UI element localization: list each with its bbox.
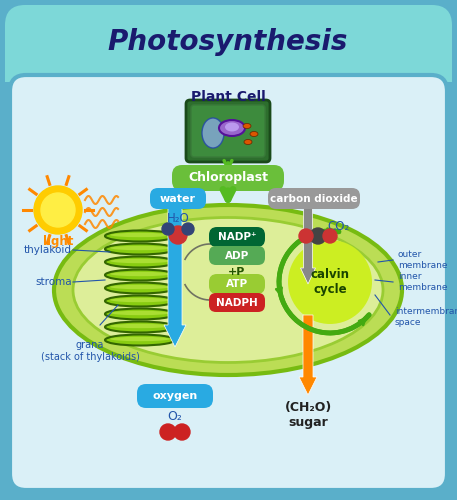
FancyBboxPatch shape <box>137 384 213 408</box>
Ellipse shape <box>110 259 170 263</box>
Ellipse shape <box>105 282 175 294</box>
Text: Plant Cell: Plant Cell <box>191 90 266 104</box>
FancyBboxPatch shape <box>172 165 284 191</box>
Ellipse shape <box>105 256 175 268</box>
Text: H₂O: H₂O <box>167 212 189 226</box>
Text: NADPH: NADPH <box>216 298 258 308</box>
FancyArrow shape <box>301 202 315 284</box>
Ellipse shape <box>219 120 245 136</box>
Bar <box>5 60 452 82</box>
FancyBboxPatch shape <box>209 293 265 312</box>
FancyBboxPatch shape <box>209 246 265 265</box>
Text: intermembrane
space: intermembrane space <box>395 308 457 326</box>
FancyBboxPatch shape <box>5 5 452 82</box>
Text: outer
membrane: outer membrane <box>398 250 447 270</box>
Text: inner
membrane: inner membrane <box>398 272 447 291</box>
Circle shape <box>169 226 187 244</box>
Text: stroma: stroma <box>35 277 72 287</box>
Text: grana
(stack of thylakoids): grana (stack of thylakoids) <box>41 340 139 361</box>
Circle shape <box>160 424 176 440</box>
Ellipse shape <box>110 272 170 276</box>
Text: oxygen: oxygen <box>152 391 197 401</box>
Ellipse shape <box>110 285 170 289</box>
Ellipse shape <box>110 233 170 237</box>
Text: carbon dioxide: carbon dioxide <box>270 194 358 204</box>
Circle shape <box>174 424 190 440</box>
Ellipse shape <box>110 298 170 302</box>
Text: thylakoid: thylakoid <box>24 245 72 255</box>
Ellipse shape <box>105 270 175 280</box>
Ellipse shape <box>244 140 252 144</box>
Circle shape <box>182 223 194 235</box>
Ellipse shape <box>105 308 175 320</box>
Ellipse shape <box>110 324 170 328</box>
Ellipse shape <box>110 337 170 341</box>
Ellipse shape <box>105 230 175 241</box>
Circle shape <box>299 229 313 243</box>
Circle shape <box>288 240 372 324</box>
Ellipse shape <box>105 296 175 306</box>
Text: +P: +P <box>228 267 246 277</box>
Text: Photosynthesis: Photosynthesis <box>108 28 348 56</box>
Text: Chloroplast: Chloroplast <box>188 172 268 184</box>
FancyBboxPatch shape <box>10 75 447 490</box>
Text: (CH₂O)
sugar: (CH₂O) sugar <box>284 401 332 429</box>
Circle shape <box>162 223 174 235</box>
FancyBboxPatch shape <box>150 188 206 209</box>
Text: ADP: ADP <box>225 251 249 261</box>
Circle shape <box>34 186 82 234</box>
FancyBboxPatch shape <box>209 274 265 294</box>
Ellipse shape <box>110 246 170 250</box>
Ellipse shape <box>202 118 224 148</box>
Text: water: water <box>160 194 196 204</box>
Ellipse shape <box>243 124 251 128</box>
Text: CO₂: CO₂ <box>327 220 349 232</box>
FancyBboxPatch shape <box>268 188 360 209</box>
FancyArrow shape <box>299 315 317 395</box>
Text: ATP: ATP <box>226 279 248 289</box>
Ellipse shape <box>250 132 258 136</box>
Text: NADP⁺: NADP⁺ <box>218 232 256 242</box>
Circle shape <box>323 229 337 243</box>
Ellipse shape <box>105 244 175 254</box>
Text: O₂: O₂ <box>168 410 182 422</box>
Ellipse shape <box>73 218 383 362</box>
FancyBboxPatch shape <box>186 100 270 162</box>
Ellipse shape <box>225 122 239 132</box>
FancyBboxPatch shape <box>5 5 452 495</box>
Text: calvin
cycle: calvin cycle <box>310 268 350 296</box>
Ellipse shape <box>105 334 175 345</box>
FancyBboxPatch shape <box>191 105 265 157</box>
Circle shape <box>41 193 75 227</box>
Ellipse shape <box>110 311 170 315</box>
FancyBboxPatch shape <box>209 227 265 247</box>
Circle shape <box>310 228 326 244</box>
Text: light: light <box>43 236 73 248</box>
Ellipse shape <box>54 205 402 375</box>
Ellipse shape <box>105 322 175 332</box>
FancyArrow shape <box>164 202 186 347</box>
